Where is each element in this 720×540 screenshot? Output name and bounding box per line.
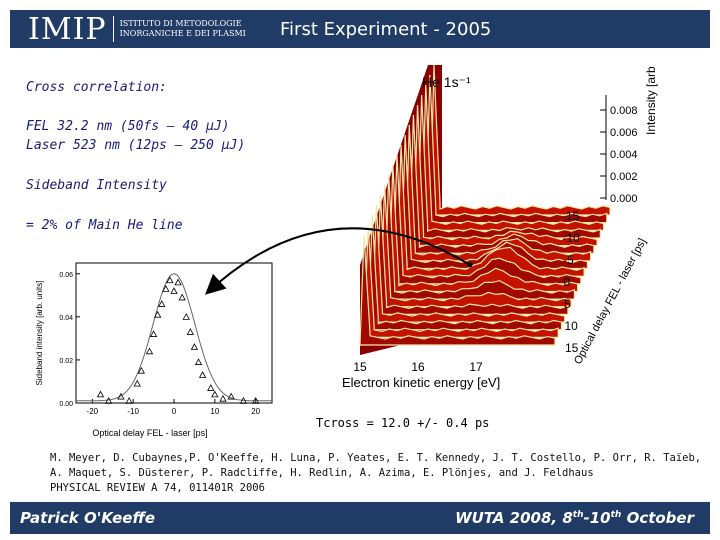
data-point bbox=[186, 328, 195, 335]
delay-axis-ticks: -15 -10 -5 0 5 10 15 bbox=[562, 209, 580, 355]
data-point bbox=[178, 293, 186, 301]
y-tick-label: 0.04 bbox=[59, 315, 73, 322]
intensity-axis-ticks: 0.008 0.006 0.004 0.002 0.000 bbox=[600, 105, 638, 205]
plot2d-background bbox=[30, 255, 280, 445]
footer-bar: Patrick O'Keeffe WUTA 2008, 8th-10th Oct… bbox=[10, 502, 710, 534]
sideband-cross-correlation-plot: -20 -10 0 10 20 0.00 0.02 0.04 0.06 Optical dela… bbox=[30, 255, 280, 445]
citation-line-1: M. Meyer, D. Cubaynes,P. O'Keeffe, H. Lu… bbox=[50, 452, 702, 464]
plot2d-ticks: -20 -10 0 10 20 0.00 0.02 0.04 0.06 bbox=[59, 272, 260, 416]
energy-axis-ticks: 15 16 17 bbox=[353, 360, 483, 374]
data-point bbox=[153, 310, 162, 318]
y-tick-label: 0.06 bbox=[59, 272, 73, 279]
presenter-name: Patrick O'Keeffe bbox=[20, 509, 156, 527]
logo-divider bbox=[112, 16, 114, 42]
intensity-tick-label: 0.002 bbox=[610, 171, 638, 183]
title-bar: IMIP ISTITUTO DI METODOLOGIE INORGANICHE… bbox=[10, 10, 710, 48]
slide-title: First Experiment - 2005 bbox=[280, 19, 492, 40]
data-point bbox=[117, 392, 125, 400]
gaussian-fit-curve bbox=[76, 273, 272, 402]
delay-tick-label: -15 bbox=[562, 209, 580, 223]
data-points bbox=[96, 276, 260, 404]
intensity-tick-label: 0.008 bbox=[610, 105, 638, 117]
delay-tick-label: 15 bbox=[565, 341, 579, 355]
data-point bbox=[137, 366, 146, 374]
x-tick-label: -10 bbox=[127, 407, 139, 416]
data-point bbox=[211, 390, 219, 398]
logo-line-2: INORGANICHE E DEI PLASMI bbox=[119, 29, 246, 38]
data-point bbox=[198, 371, 207, 378]
data-point bbox=[166, 276, 174, 284]
spectrum-slice bbox=[379, 184, 572, 308]
conference-label: WUTA 2008, 8th-10th October bbox=[455, 509, 694, 527]
imip-logo: IMIP ISTITUTO DI METODOLOGIE INORGANICHE… bbox=[28, 11, 246, 47]
data-point bbox=[239, 397, 248, 404]
data-point bbox=[174, 278, 182, 286]
data-point bbox=[133, 379, 141, 387]
delay-tick-label: 0 bbox=[564, 275, 571, 289]
data-point bbox=[158, 300, 166, 307]
plot2d-xlabel: Optical delay FEL - laser [ps] bbox=[92, 428, 207, 438]
delay-tick-label: 5 bbox=[564, 297, 571, 311]
data-point bbox=[251, 397, 260, 404]
logo-text: ISTITUTO DI METODOLOGIE INORGANICHE E DE… bbox=[120, 19, 246, 39]
x-tick-label: 0 bbox=[172, 407, 177, 416]
intensity-axis-title: Intensity [arb. units] bbox=[644, 65, 658, 135]
intensity-tick-label: 0.004 bbox=[610, 149, 638, 161]
energy-axis-title: Electron kinetic energy [eV] bbox=[342, 375, 500, 390]
delay-tick-label: -5 bbox=[563, 253, 574, 267]
energy-tick-label: 16 bbox=[411, 360, 425, 374]
data-point bbox=[190, 343, 199, 350]
citation: M. Meyer, D. Cubaynes,P. O'Keeffe, H. Lu… bbox=[50, 451, 710, 496]
spectrum-slice bbox=[367, 214, 563, 331]
logo-line-1: ISTITUTO DI METODOLOGIE bbox=[119, 19, 242, 28]
sideband-intensity-label: Sideband Intensity bbox=[26, 178, 167, 193]
citation-line-3: PHYSICAL REVIEW A 74, 011401R 2006 bbox=[50, 482, 265, 494]
spectrum-slice bbox=[371, 204, 566, 323]
logo-mark: IMIP bbox=[28, 11, 107, 47]
data-point bbox=[194, 358, 203, 365]
x-tick-label: 20 bbox=[251, 407, 260, 416]
spectrum-slice bbox=[421, 84, 605, 231]
energy-tick-label: 15 bbox=[353, 360, 367, 374]
x-tick-label: -20 bbox=[87, 407, 99, 416]
fel-parameters: FEL 32.2 nm (50fs – 40 µJ) bbox=[26, 119, 230, 134]
cross-correlation-heading: Cross correlation: bbox=[26, 80, 167, 95]
energy-tick-label: 17 bbox=[469, 360, 483, 374]
plot2d-ylabel: Sideband intensity [arb. units] bbox=[35, 281, 44, 386]
data-point bbox=[170, 287, 178, 294]
data-point bbox=[207, 384, 215, 391]
spectrum-slice bbox=[375, 194, 569, 316]
data-point bbox=[149, 330, 158, 337]
data-point bbox=[125, 397, 133, 404]
spectrum-slice bbox=[363, 224, 559, 338]
spectrum-slice bbox=[429, 65, 611, 216]
data-point bbox=[227, 392, 235, 400]
delay-tick-label: -10 bbox=[563, 231, 581, 245]
data-point bbox=[104, 397, 113, 404]
x-tick-label: 10 bbox=[210, 407, 219, 416]
sideband-ratio: = 2% of Main He line bbox=[26, 218, 183, 233]
intensity-tick-label: 0.006 bbox=[610, 127, 638, 139]
data-point bbox=[96, 390, 105, 398]
plot3d-title: He 1s⁻¹ bbox=[422, 74, 471, 90]
data-point bbox=[145, 347, 154, 355]
data-point bbox=[162, 285, 170, 292]
intensity-tick-label: 0.000 bbox=[610, 193, 638, 205]
spectrum-slice bbox=[359, 234, 556, 346]
y-tick-label: 0.00 bbox=[59, 401, 73, 408]
citation-line-2: A. Maquet, S. Düsterer, P. Radcliffe, H.… bbox=[50, 467, 594, 479]
laser-parameters: Laser 523 nm (12ps – 250 µJ) bbox=[26, 138, 246, 153]
data-point bbox=[219, 394, 227, 402]
data-point bbox=[182, 313, 190, 320]
spectrum-slice bbox=[425, 74, 608, 224]
y-tick-label: 0.02 bbox=[59, 358, 73, 365]
electron-spectra-3d-plot: 0.008 0.006 0.004 0.002 0.000 Intensity [arb… bbox=[310, 65, 670, 410]
tcross-value: Tcross = 12.0 +/- 0.4 ps bbox=[316, 416, 490, 430]
delay-tick-label: 10 bbox=[565, 319, 579, 333]
